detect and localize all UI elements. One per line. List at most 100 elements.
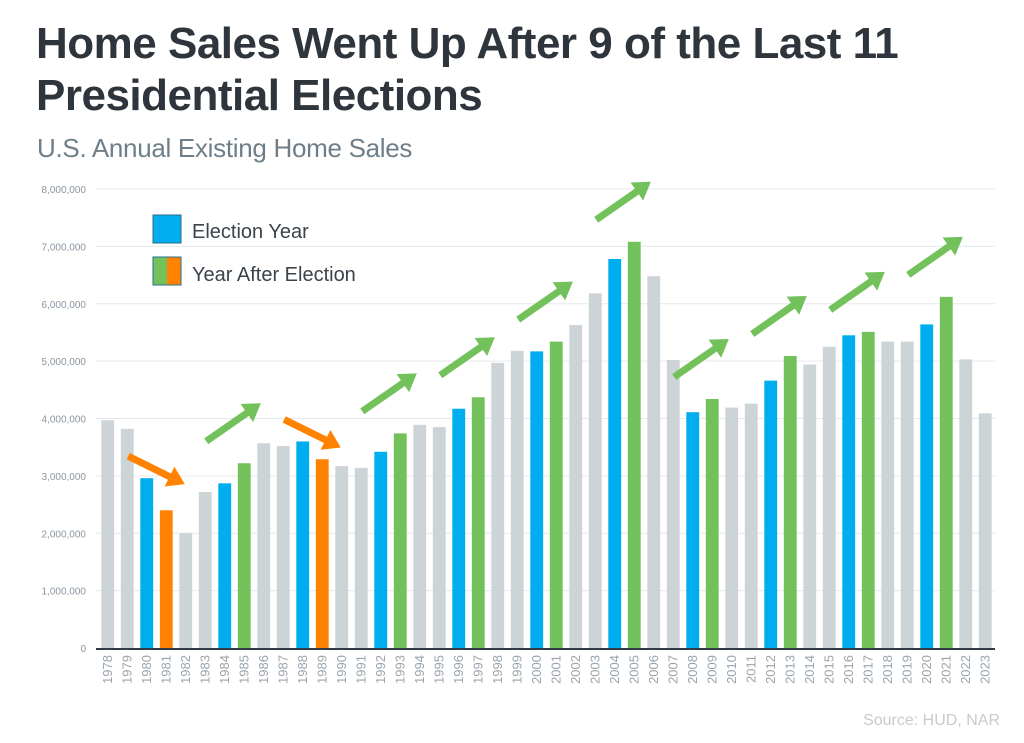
x-tick-label: 1995 — [431, 655, 446, 684]
bar-2014 — [803, 364, 817, 648]
y-axis-ticks: 0 1,000,000 2,000,000 3,000,000 4,000,000 5,0… — [42, 185, 87, 655]
legend-label-after-election: Year After Election — [192, 264, 356, 286]
x-tick-label: 2017 — [860, 655, 875, 684]
legend-swatch-after-up — [153, 257, 167, 285]
x-tick-label: 2001 — [548, 655, 563, 684]
bar-2000 — [530, 351, 544, 648]
x-tick-label: 1993 — [392, 655, 407, 684]
trend-arrows — [126, 181, 963, 487]
x-tick-label: 2021 — [938, 655, 953, 684]
x-tick-label: 1991 — [353, 655, 368, 684]
bar-2006 — [647, 276, 661, 648]
y-tick-label: 5,000,000 — [42, 357, 87, 368]
chart-subtitle: U.S. Annual Existing Home Sales — [37, 133, 413, 163]
bar-1980 — [140, 478, 154, 648]
arrow-head — [396, 373, 417, 393]
bar-2005 — [627, 241, 641, 648]
arrow-head — [552, 281, 573, 301]
x-tick-label: 1989 — [314, 655, 329, 684]
x-tick-label: 2016 — [841, 655, 856, 684]
x-tick-label: 1980 — [139, 655, 154, 684]
bar-1978 — [101, 420, 115, 648]
bar-2021 — [939, 296, 953, 648]
bar-1998 — [491, 362, 505, 648]
up-arrow-icon — [594, 181, 651, 223]
x-tick-label: 1994 — [412, 655, 427, 684]
bar-1985 — [237, 463, 251, 648]
arrow-shaft — [516, 287, 563, 323]
legend-swatch-election — [152, 214, 182, 244]
arrow-head — [164, 466, 185, 487]
up-arrow-icon — [672, 338, 729, 380]
arrow-shaft — [282, 416, 329, 444]
x-tick-label: 1981 — [158, 655, 173, 684]
x-tick-label: 1985 — [236, 655, 251, 684]
x-tick-label: 1986 — [256, 655, 271, 684]
x-tick-label: 2008 — [685, 655, 700, 684]
x-tick-label: 1984 — [217, 655, 232, 684]
arrow-shaft — [594, 187, 641, 223]
x-tick-label: 1982 — [178, 655, 193, 684]
x-tick-label: 2019 — [899, 655, 914, 684]
bar-2022 — [959, 359, 973, 648]
x-tick-label: 1978 — [100, 655, 115, 684]
x-tick-label: 2013 — [782, 655, 797, 684]
x-tick-label: 2023 — [977, 655, 992, 684]
bar-2001 — [549, 341, 563, 648]
x-axis-ticks: 1978 1979 1980 1981 1982 1983 1984 1985 1986 1987… — [100, 655, 993, 684]
arrow-shaft — [750, 301, 797, 337]
x-tick-label: 1992 — [373, 655, 388, 684]
x-tick-label: 2009 — [704, 655, 719, 684]
arrow-head — [320, 430, 341, 450]
bar-1996 — [452, 408, 466, 648]
bar-2015 — [822, 346, 836, 648]
bar-2002 — [569, 324, 583, 648]
bar-2018 — [881, 341, 895, 648]
x-tick-label: 2005 — [626, 655, 641, 684]
arrow-shaft — [360, 379, 407, 415]
bar-2009 — [705, 398, 719, 648]
up-arrow-icon — [828, 271, 885, 313]
up-arrow-icon — [360, 373, 417, 415]
bar-1983 — [198, 491, 212, 648]
x-tick-label: 2015 — [821, 655, 836, 684]
x-tick-label: 1996 — [451, 655, 466, 684]
y-tick-label: 7,000,000 — [42, 242, 87, 253]
legend: Election Year Year After Election — [152, 214, 356, 286]
x-tick-label: 1997 — [470, 655, 485, 684]
bar-1986 — [257, 443, 271, 648]
x-tick-label: 2000 — [529, 655, 544, 684]
up-arrow-icon — [906, 236, 963, 278]
x-tick-label: 2012 — [763, 655, 778, 684]
arrow-head — [474, 337, 495, 357]
x-tick-label: 2020 — [919, 655, 934, 684]
y-tick-label: 2,000,000 — [42, 529, 87, 540]
bar-2007 — [666, 359, 680, 648]
up-arrow-icon — [750, 295, 807, 337]
bar-2016 — [842, 335, 856, 648]
legend-swatch-after-down — [167, 257, 181, 285]
up-arrow-icon — [204, 403, 261, 445]
y-tick-label: 8,000,000 — [42, 185, 87, 196]
arrow-shaft — [828, 277, 875, 313]
down-arrow-icon — [126, 453, 185, 487]
bar-1994 — [413, 424, 427, 648]
bar-1984 — [218, 483, 232, 648]
bar-2012 — [764, 380, 778, 648]
bar-2013 — [783, 355, 797, 648]
x-tick-label: 2011 — [743, 655, 758, 683]
arrow-head — [942, 236, 963, 256]
bars — [101, 241, 992, 648]
up-arrow-icon — [516, 281, 573, 323]
arrow-head — [864, 271, 885, 291]
x-tick-label: 1998 — [490, 655, 505, 684]
bar-2023 — [978, 413, 992, 648]
y-tick-label: 3,000,000 — [42, 472, 87, 483]
bar-2008 — [686, 412, 700, 648]
bar-2011 — [744, 403, 758, 648]
x-tick-label: 1979 — [119, 655, 134, 684]
bar-1991 — [354, 467, 368, 648]
arrow-shaft — [126, 453, 173, 481]
arrow-head — [630, 181, 651, 201]
